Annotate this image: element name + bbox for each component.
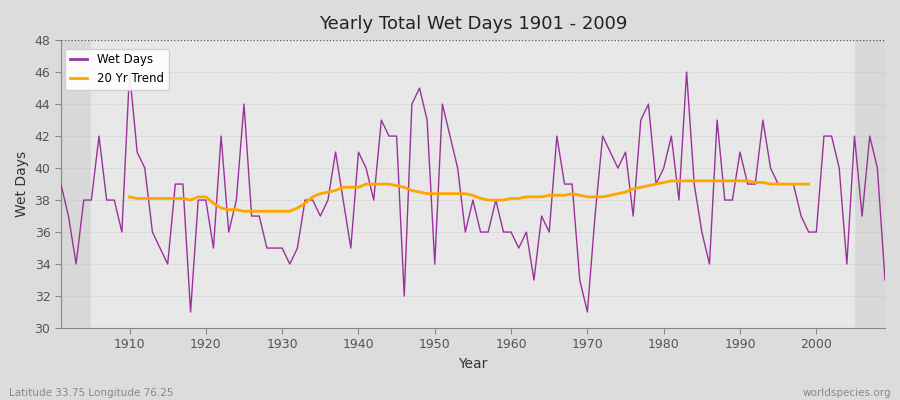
Bar (778, 40, 854, 328)
Text: worldspecies.org: worldspecies.org (803, 388, 891, 398)
X-axis label: Year: Year (458, 357, 488, 371)
Text: Latitude 33.75 Longitude 76.25: Latitude 33.75 Longitude 76.25 (9, 388, 174, 398)
Bar (549, 40, 626, 328)
Bar (549, 40, 626, 328)
Bar (397, 40, 472, 328)
Legend: Wet Days, 20 Yr Trend: Wet Days, 20 Yr Trend (65, 49, 168, 90)
Bar (167, 40, 244, 328)
Bar (92, 40, 167, 328)
Bar (626, 40, 702, 328)
Title: Yearly Total Wet Days 1901 - 2009: Yearly Total Wet Days 1901 - 2009 (319, 15, 627, 33)
Bar (702, 40, 778, 328)
Bar (472, 40, 549, 328)
Bar (320, 40, 397, 328)
Bar (397, 40, 472, 328)
Y-axis label: Wet Days: Wet Days (15, 151, 29, 217)
Bar (702, 40, 778, 328)
Bar (92, 40, 167, 328)
Bar (244, 40, 320, 328)
Bar (244, 40, 320, 328)
